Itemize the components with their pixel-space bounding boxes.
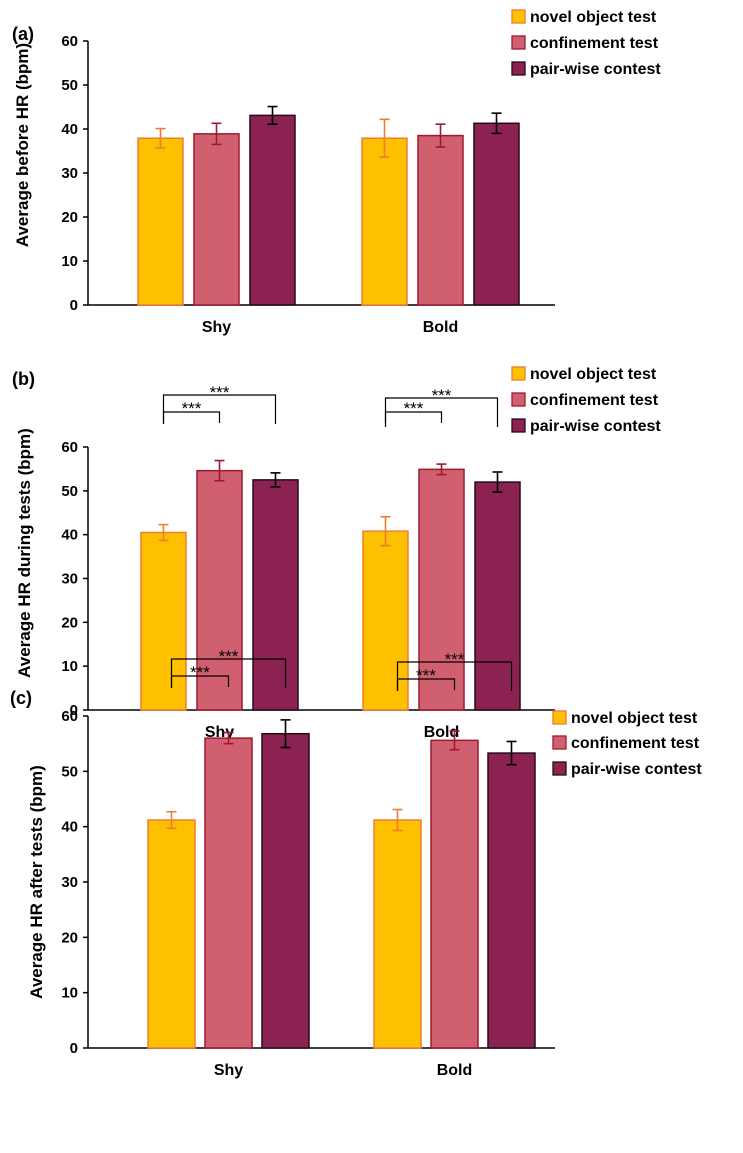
y-tick-label: 40: [61, 527, 78, 544]
legend-label: pair-wise contest: [530, 61, 661, 78]
y-tick-label: 60: [61, 439, 78, 456]
y-axis-title: Average HR during tests (bpm): [15, 428, 34, 678]
y-tick-label: 50: [61, 77, 78, 94]
y-tick-label: 40: [61, 819, 78, 836]
legend-label: novel object test: [530, 9, 657, 26]
y-tick-label: 0: [70, 702, 78, 719]
legend-swatch: [552, 761, 567, 776]
y-tick-label: 30: [61, 165, 78, 182]
significance-bracket: [162, 394, 277, 424]
bar: [249, 114, 296, 306]
legend-label: confinement test: [530, 35, 659, 52]
significance-label: ***: [219, 647, 239, 666]
bar: [196, 469, 243, 711]
y-tick-label: 40: [61, 121, 78, 138]
legend-label: confinement test: [530, 392, 659, 409]
bar: [193, 133, 240, 306]
y-tick-label: 60: [61, 708, 78, 725]
bar: [147, 819, 196, 1049]
significance-label: ***: [404, 399, 424, 418]
bar: [137, 137, 184, 306]
bar: [261, 732, 310, 1049]
x-category-label: Bold: [423, 319, 459, 336]
bar: [474, 481, 521, 711]
bar: [373, 819, 422, 1049]
y-tick-label: 30: [61, 874, 78, 891]
x-category-label: Shy: [214, 1062, 243, 1079]
legend-label: confinement test: [571, 735, 700, 752]
x-category-label: Shy: [205, 724, 234, 741]
y-tick-label: 30: [61, 571, 78, 588]
legend-swatch: [511, 61, 526, 76]
y-tick-label: 10: [61, 985, 78, 1002]
bar: [473, 122, 520, 306]
panel-c: (c) 0 10 20 30 40 50 60 Average HR after tests (…: [10, 647, 702, 1079]
legend-swatch: [552, 710, 567, 725]
y-axis-title: Average before HR (bpm): [13, 43, 32, 247]
y-tick-label: 10: [61, 253, 78, 270]
bar: [362, 530, 409, 711]
y-tick-label: 10: [61, 658, 78, 675]
y-tick-label: 20: [61, 929, 78, 946]
significance-bracket: [396, 661, 513, 691]
y-tick-label: 20: [61, 209, 78, 226]
significance-label: ***: [416, 666, 436, 685]
bar: [204, 737, 253, 1049]
significance-label: ***: [190, 663, 210, 682]
bar: [418, 468, 465, 711]
significance-label: ***: [445, 650, 465, 669]
legend-swatch: [552, 735, 567, 750]
x-category-label: Shy: [202, 319, 231, 336]
significance-bracket: [384, 397, 499, 427]
bar: [487, 752, 536, 1049]
legend-label: novel object test: [571, 710, 698, 727]
panel-a: (a) 0 10 20 30 40 50 60 Average before HR (bpm) S…: [12, 9, 661, 336]
y-tick-label: 50: [61, 763, 78, 780]
legend-swatch: [511, 418, 526, 433]
x-category-label: Bold: [424, 724, 460, 741]
legend-swatch: [511, 35, 526, 50]
x-category-label: Bold: [437, 1062, 473, 1079]
bar: [417, 134, 464, 306]
y-tick-label: 60: [61, 33, 78, 50]
panel-label: (b): [12, 369, 35, 389]
bar: [361, 137, 408, 306]
legend-swatch: [511, 392, 526, 407]
bar: [252, 479, 299, 711]
y-tick-label: 0: [70, 1040, 78, 1057]
y-axis-title: Average HR after tests (bpm): [27, 765, 46, 999]
panel-b: (b) 0 10 20 30 40 50 60 Average HR during tests …: [12, 366, 661, 741]
legend-label: pair-wise contest: [530, 418, 661, 435]
y-tick-label: 0: [70, 297, 78, 314]
legend-swatch: [511, 9, 526, 24]
significance-label: ***: [210, 383, 230, 402]
bar: [430, 739, 479, 1049]
significance-label: ***: [182, 399, 202, 418]
bar: [140, 531, 187, 711]
y-tick-label: 50: [61, 483, 78, 500]
legend-label: pair-wise contest: [571, 761, 702, 778]
panel-label: (a): [12, 24, 34, 44]
legend-label: novel object test: [530, 366, 657, 383]
significance-bracket: [170, 658, 287, 688]
significance-label: ***: [432, 386, 452, 405]
y-tick-label: 20: [61, 614, 78, 631]
panel-label: (c): [10, 688, 32, 708]
legend-swatch: [511, 366, 526, 381]
